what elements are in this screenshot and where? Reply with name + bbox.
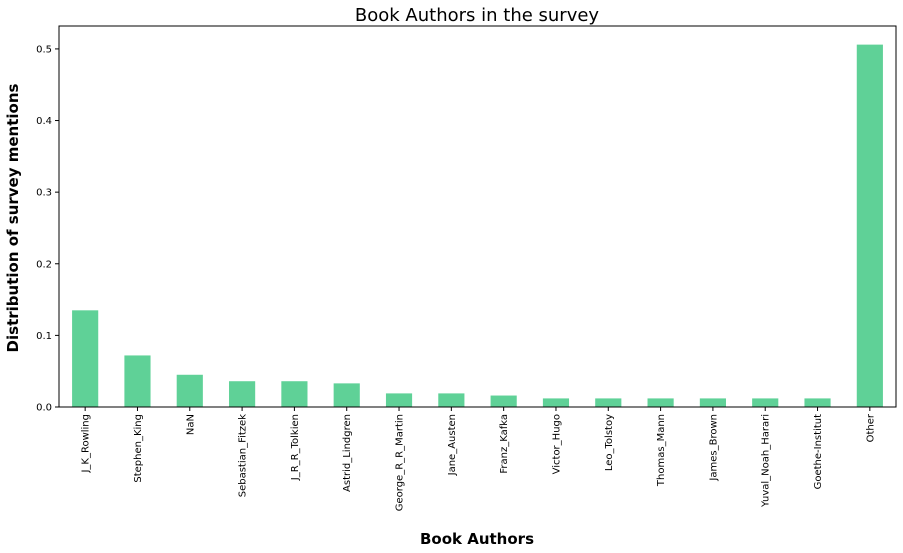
- x-tick-label: Franz_Kafka: [499, 414, 510, 474]
- bar-victor-hugo: [542, 398, 570, 407]
- x-axis-label: Book Authors: [420, 530, 534, 548]
- bar-james-brown: [699, 398, 726, 407]
- chart-title: Book Authors in the survey: [355, 5, 600, 26]
- x-axis: J_K_Rowling Stephen_King NaN Sebastian_Fitz…: [81, 407, 876, 511]
- y-tick-label: 0.4: [36, 116, 52, 127]
- bar-other: [856, 44, 883, 408]
- x-tick-label: Other: [865, 413, 876, 442]
- x-tick-label: James_Brown: [708, 414, 719, 482]
- y-tick-label: 0.5: [36, 44, 52, 55]
- x-tick-label: Sebastian_Fitzek: [238, 414, 249, 497]
- x-tick-label: Jane_Austen: [447, 414, 458, 476]
- bar-jane-austen: [438, 393, 465, 407]
- x-tick-label: NaN: [185, 414, 196, 435]
- x-tick-label: George_R_R_Martin: [395, 414, 406, 511]
- x-tick-label: Astrid_Lindgren: [342, 414, 353, 492]
- bar-george-r-r-martin: [385, 393, 413, 407]
- y-tick-label: 0.0: [36, 403, 52, 414]
- bar-goethe-institut: [804, 398, 831, 407]
- x-tick-label: J_K_Rowling: [81, 414, 92, 474]
- x-tick-label: Leo_Tolstoy: [604, 414, 615, 471]
- bars-group: [72, 44, 883, 408]
- x-tick-label: J_R_R_Tolkien: [290, 414, 301, 481]
- bar-leo-tolstoy: [595, 398, 622, 407]
- x-tick-label: Victor_Hugo: [551, 414, 562, 474]
- x-tick-label: Yuval_Noah_Harari: [761, 414, 772, 508]
- bar-j-k-rowling: [72, 310, 99, 407]
- bar-astrid-lindgren: [333, 383, 360, 407]
- bar-yuval-noah-harari: [752, 398, 779, 407]
- x-tick-label: Thomas_Mann: [656, 414, 667, 487]
- bar-j-r-r-tolkien: [281, 381, 308, 407]
- x-tick-label: Goethe-Institut: [813, 414, 824, 489]
- bar-sebastian-fitzek: [229, 381, 256, 407]
- bar-thomas-mann: [647, 398, 674, 407]
- y-tick-label: 0.3: [36, 188, 52, 199]
- y-axis-label: Distribution of survey mentions: [4, 83, 22, 352]
- plot-frame: [58, 25, 897, 408]
- x-tick-label: Stephen_King: [133, 414, 144, 483]
- y-axis: 0.0 0.1 0.2 0.3 0.4 0.5: [36, 44, 59, 414]
- bar-nan: [176, 374, 203, 407]
- y-tick-label: 0.2: [36, 259, 52, 270]
- bar-stephen-king: [124, 355, 151, 407]
- bar-franz-kafka: [490, 395, 517, 407]
- y-tick-label: 0.1: [36, 331, 52, 342]
